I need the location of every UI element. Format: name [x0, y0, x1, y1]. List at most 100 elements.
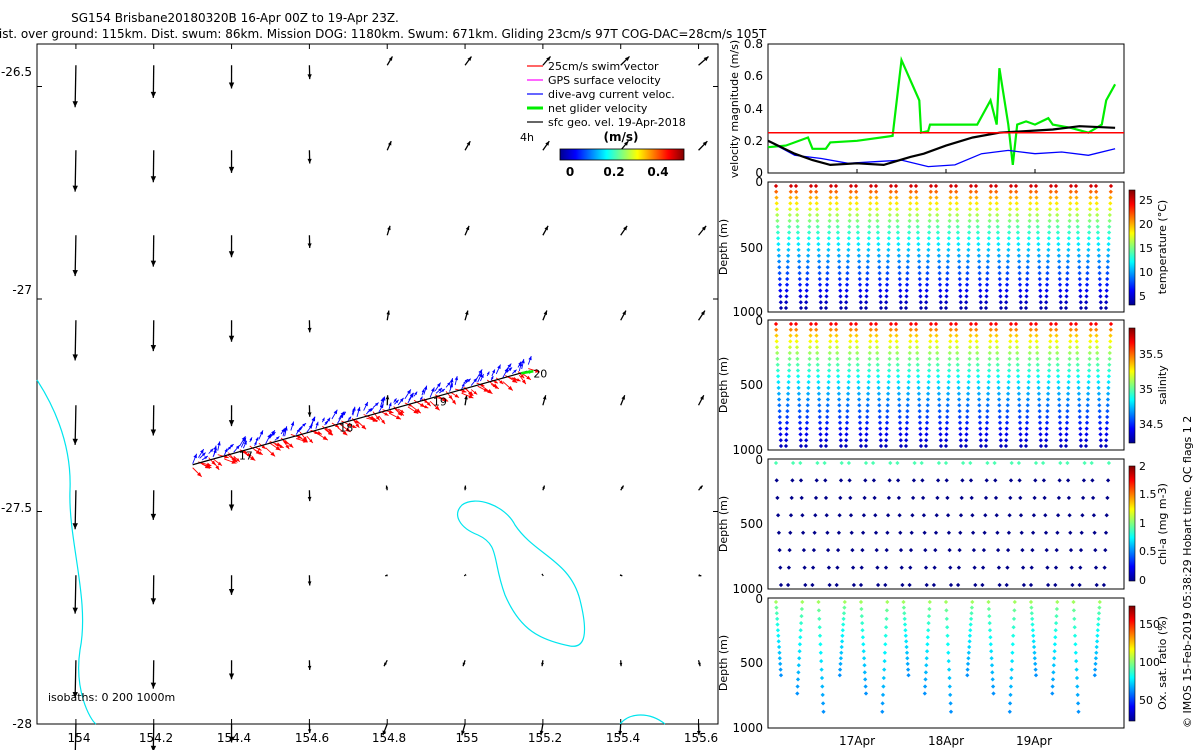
swim-vector-head — [494, 385, 499, 389]
profile-point — [977, 408, 982, 414]
profile-point — [794, 345, 800, 350]
profile-point — [1051, 670, 1056, 675]
profile-point — [1004, 300, 1009, 305]
profile-point — [786, 230, 792, 235]
profile-point — [989, 649, 994, 654]
profile-point — [778, 300, 783, 305]
profile-point — [895, 478, 901, 483]
profile-point — [1098, 288, 1103, 293]
profile-point — [905, 656, 910, 661]
profile-point — [788, 321, 794, 327]
profile-point — [915, 350, 920, 356]
profile-point — [916, 241, 921, 247]
profile-point — [1084, 420, 1090, 425]
profile-point — [967, 362, 972, 367]
profile-point — [908, 183, 914, 189]
profile-point — [955, 224, 960, 229]
profile-point — [864, 300, 869, 305]
profile-point — [861, 656, 867, 661]
profile-point — [887, 356, 892, 362]
vel-ylabel: velocity magnitude (m/s) — [728, 40, 741, 178]
profile-point — [937, 270, 942, 276]
profile-point — [844, 438, 849, 443]
profile-point — [1108, 201, 1113, 206]
profile-point — [886, 385, 891, 391]
profile-point — [1054, 207, 1060, 212]
profile-point — [1105, 397, 1111, 402]
profile-point — [1098, 300, 1103, 305]
sfc-vel-arrow-head — [72, 691, 78, 699]
profile-point — [875, 350, 880, 356]
profile-point — [1096, 622, 1101, 627]
profile-point — [990, 684, 996, 689]
profile-point — [984, 478, 989, 483]
profile-point — [1057, 478, 1062, 483]
profile-point — [987, 356, 992, 362]
profile-point — [799, 606, 805, 612]
profile-point — [880, 701, 885, 706]
profile-point — [901, 605, 907, 610]
series-line-2 — [767, 125, 1116, 167]
profile-point — [945, 625, 950, 630]
profile-point — [873, 530, 879, 535]
profile-point — [774, 195, 779, 200]
swim-vector-head — [516, 378, 521, 382]
profile-point — [905, 661, 910, 667]
temp-cb-tick: 15 — [1139, 242, 1153, 255]
sfc-vel-arrow-head — [72, 269, 78, 277]
profile-point — [959, 495, 964, 501]
profile-point — [896, 379, 901, 385]
profile-point — [1052, 656, 1057, 661]
profile-point — [1004, 582, 1009, 588]
profile-point — [1034, 339, 1039, 344]
profile-point — [1072, 633, 1078, 638]
profile-point — [835, 565, 840, 570]
profile-point — [994, 189, 999, 194]
profile-point — [863, 460, 869, 466]
profile-point — [997, 270, 1002, 276]
profile-point — [858, 599, 864, 605]
profile-point — [937, 420, 943, 425]
profile-point — [884, 288, 889, 293]
profile-point — [1044, 300, 1049, 305]
profile-point — [785, 253, 791, 258]
profile-point — [996, 259, 1002, 264]
sfc-vel-arrow-head — [150, 598, 157, 605]
profile-point — [1026, 368, 1032, 373]
profile-point — [997, 582, 1002, 588]
profile-point — [875, 224, 880, 229]
profile-point — [933, 321, 939, 327]
dac-vector-head — [421, 389, 425, 393]
lon-tick: 154.2 — [139, 731, 173, 745]
profile-point — [1097, 414, 1102, 420]
profile-point — [984, 426, 989, 431]
sfc-vel-arrow-head — [228, 504, 235, 511]
profile-point — [976, 259, 982, 264]
profile-point — [904, 438, 909, 443]
profile-point — [914, 195, 919, 200]
profile-point — [975, 224, 980, 229]
profile-point — [954, 345, 960, 350]
profile-point — [934, 513, 939, 518]
profile-point — [1056, 253, 1062, 258]
profile-point — [967, 207, 973, 212]
profile-point — [1102, 565, 1107, 570]
swim-vector-head — [483, 387, 489, 392]
swim-vector-head — [302, 438, 307, 443]
profile-point — [984, 420, 990, 425]
profile-point — [895, 218, 900, 224]
profile-point — [808, 201, 813, 206]
day-label: 20 — [533, 367, 547, 380]
profile-point — [847, 345, 853, 350]
sfc-vel-arrow — [74, 405, 77, 445]
profile-point — [1075, 230, 1081, 235]
dac-vector-head — [259, 430, 263, 435]
dac-vector-head — [342, 411, 346, 416]
profile-point — [984, 288, 989, 293]
profile-point — [908, 547, 914, 553]
profile-point — [1005, 265, 1010, 270]
profile-point — [958, 530, 963, 535]
profile-point — [1037, 408, 1042, 414]
profile-point — [1015, 350, 1020, 356]
profile-point — [1056, 495, 1062, 501]
